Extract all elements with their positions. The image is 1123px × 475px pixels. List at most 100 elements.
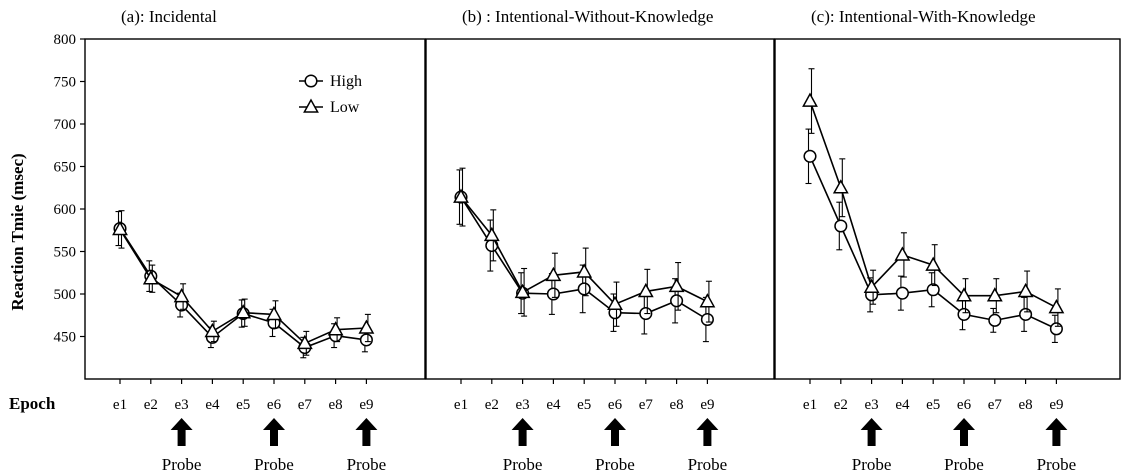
data-point-low (1048, 299, 1065, 314)
x-tick-label: e4 (895, 397, 910, 413)
data-point-low (327, 321, 344, 336)
panels: (a): Incidental 450 500 550 600 650 700 750 800 e… (54, 7, 1121, 474)
y-tick-label: 600 (54, 202, 77, 218)
x-tick-label: e2 (144, 397, 158, 413)
x-tick-label: e9 (359, 397, 373, 413)
probe-label: Probe (347, 455, 387, 474)
x-tick-label: e4 (546, 397, 561, 413)
data-point-low (925, 256, 942, 271)
panel-title: (b) : Intentional-Without-Knowledge (462, 7, 713, 26)
data-point-low (668, 277, 685, 293)
probe-arrow-icon (604, 418, 626, 446)
data-point-low (1017, 282, 1034, 298)
x-axis-label-epoch: Epoch (9, 394, 56, 413)
x-tick-label: e8 (329, 397, 343, 413)
x-tick-label: e6 (608, 397, 623, 413)
data-point-low (956, 287, 972, 302)
x-tick-label: e7 (298, 397, 313, 413)
data-point-low (637, 282, 654, 298)
data-point-low (514, 283, 531, 299)
probe-label: Probe (254, 455, 294, 474)
x-tick-label: e5 (236, 397, 250, 413)
data-point-high (957, 307, 971, 321)
legend-label-high: High (330, 73, 362, 90)
data-point-low (483, 226, 500, 242)
data-point-low (296, 334, 313, 350)
data-point-low (358, 319, 375, 334)
series-low (802, 68, 1065, 327)
legend-label-low: Low (330, 99, 360, 116)
data-point-high (926, 283, 940, 297)
panel-title: (a): Incidental (121, 7, 217, 26)
data-point-low (863, 278, 880, 293)
probe-arrow-icon (1045, 418, 1068, 446)
plot-frame (84, 38, 426, 380)
data-point-low (986, 287, 1003, 302)
x-tick-label: e1 (454, 397, 468, 413)
probe-arrow-icon (953, 418, 975, 446)
legend: High Low (299, 73, 362, 116)
x-tick-label: e3 (516, 397, 530, 413)
data-point-high (359, 333, 373, 347)
probe-label: Probe (944, 455, 984, 474)
data-point-high (577, 282, 591, 296)
data-point-high (834, 219, 848, 233)
x-tick-label: e5 (577, 397, 591, 413)
probe-label: Probe (162, 455, 202, 474)
data-point-high (1049, 322, 1063, 336)
y-tick-label: 700 (54, 117, 77, 133)
data-point-low (607, 295, 623, 310)
x-tick-label: e9 (1049, 397, 1063, 413)
data-point-low (204, 322, 221, 338)
x-tick-label: e9 (700, 397, 714, 413)
data-point-low (173, 287, 190, 303)
data-point-high (1019, 307, 1033, 321)
probe-arrow-icon (511, 418, 534, 446)
probe-label: Probe (688, 455, 728, 474)
data-point-low (802, 92, 818, 107)
panel-title: (c): Intentional-With-Knowledge (811, 7, 1036, 26)
x-tick-label: e1 (113, 397, 127, 413)
y-axis-label: Reaction Tmie (msec) (8, 153, 27, 310)
data-point-low (112, 220, 128, 236)
y-tick-label: 650 (54, 160, 77, 176)
data-point-high (546, 287, 560, 301)
x-tick-label: e1 (803, 397, 817, 413)
series-high (803, 128, 1063, 344)
x-tick-label: e6 (267, 397, 282, 413)
series-high (113, 211, 373, 359)
legend-marker-high (304, 74, 318, 88)
probe-arrow-icon (170, 418, 193, 446)
series-line (119, 228, 367, 349)
probe-label: Probe (503, 455, 543, 474)
plot-frame (774, 38, 1121, 380)
plot-frame (425, 38, 775, 380)
data-point-low (545, 266, 562, 282)
x-tick-label: e8 (1019, 397, 1033, 413)
panel-0: (a): Incidental 450 500 550 600 650 700 750 800 e… (54, 7, 426, 474)
series-line (809, 155, 1057, 330)
data-point-high (803, 149, 817, 163)
y-tick-label: 550 (54, 245, 77, 261)
probe-label: Probe (1037, 455, 1077, 474)
data-point-low (699, 293, 716, 308)
x-tick-label: e5 (926, 397, 940, 413)
x-tick-label: e2 (834, 397, 848, 413)
data-point-high (895, 286, 909, 300)
data-point-low (142, 270, 159, 285)
probe-label: Probe (852, 455, 892, 474)
y-tick-label: 750 (54, 75, 77, 91)
data-point-high (700, 312, 714, 327)
y-tick-label: 800 (54, 32, 77, 48)
x-tick-label: e7 (639, 397, 654, 413)
data-point-low (894, 246, 911, 261)
panel-1: (b) : Intentional-Without-Knowledge e1 e2 e… (425, 7, 775, 474)
probe-arrow-icon (860, 418, 883, 446)
probe-arrow-icon (696, 418, 719, 446)
probe-label: Probe (595, 455, 635, 474)
series-high (454, 169, 714, 343)
data-point-low (576, 263, 593, 278)
y-tick-label: 450 (54, 330, 77, 346)
x-tick-label: e7 (988, 397, 1003, 413)
